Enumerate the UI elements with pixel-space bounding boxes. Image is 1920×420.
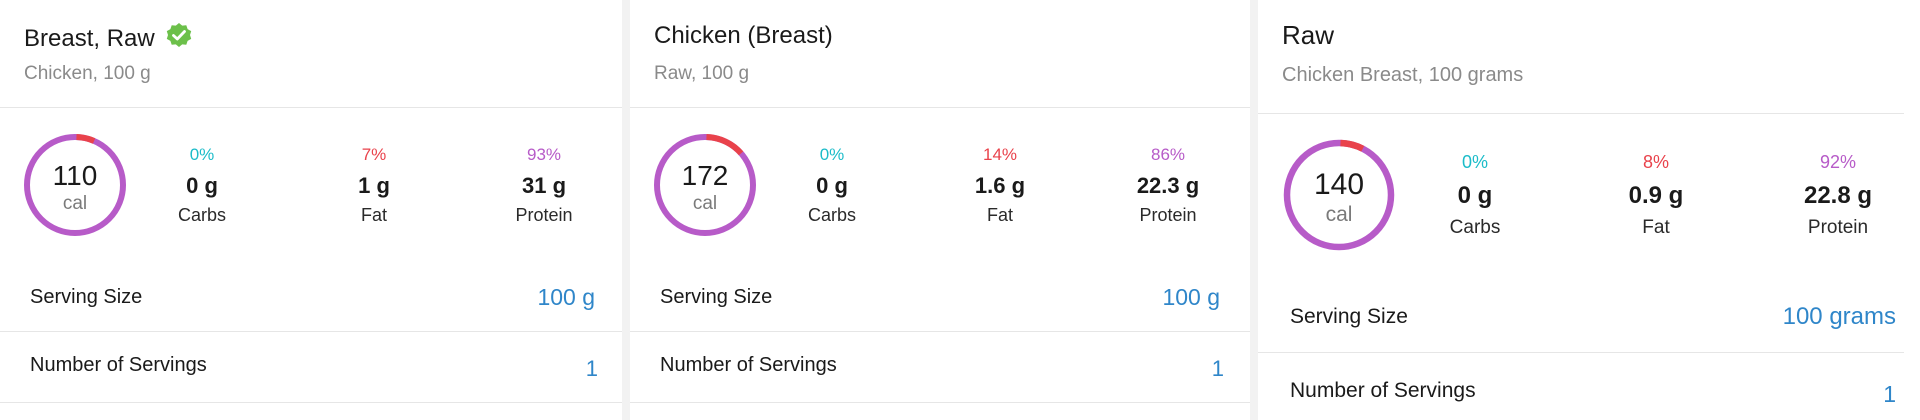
protein-value: 31 g [521,173,567,198]
protein-arc [654,134,756,236]
calorie-ring-chart [1283,139,1395,251]
serving-size-value[interactable]: 100 g [1162,284,1220,310]
macro-fat: 14% 1.6 g Fat [930,146,1070,224]
number-of-servings-label: Number of Servings [30,354,207,376]
verified-check-icon [165,22,193,55]
fat-value: 0.9 g [1628,182,1684,209]
serving-size-label: Serving Size [660,286,773,308]
divider [0,402,622,403]
fat-label: Fat [360,205,387,225]
protein-label: Protein [1807,217,1869,238]
fat-percent: 7% [361,145,387,164]
fat-value: 1.6 g [974,173,1026,198]
number-of-servings-value[interactable]: 1 [585,356,598,381]
title-row: Chicken (Breast) [654,22,833,50]
carbs-value: 0 g [1457,182,1493,209]
serving-size-value[interactable]: 100 grams [1782,303,1896,330]
carbs-value: 0 g [816,173,848,198]
food-panel-2: Chicken (Breast) Raw, 100 g 172 cal 0% 0… [630,0,1250,420]
macro-carbs: 0% 0 g Carbs [132,146,272,224]
food-subtitle: Chicken, 100 g [24,63,151,84]
protein-value: 22.8 g [1803,182,1873,209]
macro-protein: 86% 22.3 g Protein [1098,146,1238,224]
right-edge [1904,0,1920,420]
fat-value: 1 g [358,173,390,198]
food-panel-1: Breast, Raw Chicken, 100 g 110 cal 0% 0 … [0,0,622,420]
protein-arc [1283,139,1395,251]
food-title: Raw [1282,20,1335,50]
calorie-unit: cal [1325,203,1353,226]
calorie-ring-chart [24,134,126,236]
carbs-label: Carbs [807,205,856,225]
divider [630,107,1250,108]
fat-percent: 14% [982,145,1018,164]
divider [0,107,622,108]
calorie-value: 110 [52,160,98,191]
serving-size-value[interactable]: 100 g [537,284,595,310]
carbs-label: Carbs [177,205,226,225]
serving-size-label: Serving Size [30,286,143,308]
panel-gap [1250,0,1258,420]
food-subtitle: Raw, 100 g [654,63,750,84]
food-title: Chicken (Breast) [654,22,833,49]
food-panel-3: Raw Chicken Breast, 100 grams 140 cal 0%… [1258,0,1904,420]
macro-protein: 93% 31 g Protein [474,146,614,224]
number-of-servings-value[interactable]: 1 [1883,381,1896,407]
calorie-unit: cal [692,193,718,214]
calorie-unit: cal [62,193,88,214]
divider [630,402,1250,403]
macro-carbs: 0% 0 g Carbs [1405,153,1545,237]
calorie-value: 140 [1313,168,1365,201]
protein-label: Protein [1139,205,1197,225]
number-of-servings-label: Number of Servings [1290,379,1476,402]
carbs-percent: 0% [819,145,845,164]
divider [1258,352,1904,353]
macro-protein: 92% 22.8 g Protein [1768,153,1904,237]
serving-size-label: Serving Size [1290,305,1408,328]
calorie-ring: 110 cal [22,132,128,238]
macro-carbs: 0% 0 g Carbs [762,146,902,224]
macro-fat: 8% 0.9 g Fat [1586,153,1726,237]
carbs-percent: 0% [189,145,215,164]
fat-label: Fat [1642,217,1670,238]
food-subtitle: Chicken Breast, 100 grams [1282,64,1524,86]
calorie-ring-chart [654,134,756,236]
number-of-servings-label: Number of Servings [660,354,837,376]
protein-label: Protein [515,205,573,225]
food-title: Breast, Raw [24,24,155,52]
calorie-ring: 172 cal [652,132,758,238]
fat-percent: 8% [1642,152,1669,172]
carbs-percent: 0% [1461,152,1488,172]
divider [1258,113,1904,114]
divider [0,331,622,332]
fat-label: Fat [986,205,1013,225]
protein-percent: 86% [1150,145,1186,164]
number-of-servings-value[interactable]: 1 [1211,356,1224,381]
calorie-ring: 140 cal [1282,138,1396,252]
title-row: Breast, Raw [24,22,193,55]
title-row: Raw [1282,20,1334,51]
carbs-value: 0 g [186,173,218,198]
protein-percent: 93% [526,145,562,164]
carbs-label: Carbs [1449,217,1501,238]
macro-fat: 7% 1 g Fat [304,146,444,224]
protein-percent: 92% [1819,152,1857,172]
divider [630,331,1250,332]
calorie-value: 172 [681,160,729,191]
protein-value: 22.3 g [1136,173,1200,198]
protein-arc [24,134,126,236]
panel-gap [622,0,630,420]
